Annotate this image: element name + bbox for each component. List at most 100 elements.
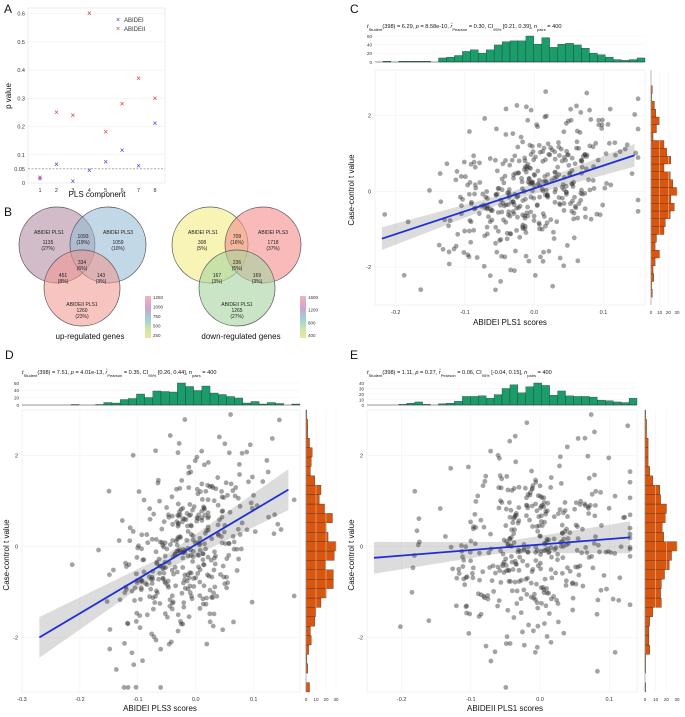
scatter-point bbox=[509, 535, 514, 540]
scatter-point bbox=[472, 511, 478, 517]
scatter-point bbox=[509, 527, 515, 533]
scatter-point bbox=[545, 141, 551, 147]
scatter-point bbox=[278, 527, 284, 532]
scatter-point bbox=[162, 579, 168, 585]
scatter-point bbox=[529, 143, 535, 149]
scatter-point bbox=[484, 189, 490, 194]
scatter-point bbox=[214, 593, 220, 599]
scatter-point bbox=[584, 550, 590, 556]
scatter-point bbox=[436, 242, 442, 248]
scatter-point bbox=[205, 554, 211, 560]
scatter-point bbox=[572, 203, 578, 209]
scatter-point bbox=[530, 149, 536, 155]
scatter-point bbox=[541, 504, 547, 510]
scatter-point bbox=[633, 150, 639, 156]
panel-d-xlabel: ABIDEI PLS3 scores bbox=[123, 704, 197, 713]
scatter-point bbox=[131, 662, 137, 668]
scatter-point bbox=[557, 153, 562, 158]
scatter-point bbox=[163, 580, 168, 586]
scatter-point bbox=[165, 578, 171, 584]
venn-down-b-only-count: 1718 bbox=[267, 240, 278, 246]
scatter-point bbox=[471, 153, 477, 159]
venn-down-label-c: ABIDEII PLS1 bbox=[221, 302, 253, 308]
scatter-point bbox=[560, 182, 566, 187]
scatter-point bbox=[199, 515, 205, 521]
scatter-point bbox=[563, 120, 569, 126]
scatter-point bbox=[515, 144, 521, 150]
scatter-point bbox=[506, 568, 512, 574]
scatter-point bbox=[185, 553, 191, 559]
scatter-point bbox=[180, 621, 186, 627]
top-hist-bar bbox=[509, 40, 519, 63]
scatter-point bbox=[154, 590, 160, 596]
scatter-point bbox=[563, 582, 569, 588]
scatter-point bbox=[622, 146, 628, 152]
scatter-point bbox=[205, 572, 210, 578]
scatter-point bbox=[134, 555, 140, 560]
scatter-point bbox=[511, 615, 517, 620]
scatter-point bbox=[477, 577, 482, 583]
panel-a-point-abideii: × bbox=[71, 111, 76, 120]
scatter-point bbox=[525, 117, 531, 123]
scatter-point bbox=[525, 492, 531, 497]
scatter-point bbox=[124, 587, 129, 592]
scatter-point bbox=[212, 549, 217, 555]
venn-up-ab-pct: (19%) bbox=[76, 240, 90, 246]
scatter-point bbox=[491, 589, 497, 594]
scatter-point bbox=[513, 561, 519, 567]
scatter-point bbox=[485, 195, 490, 201]
scatter-point bbox=[546, 151, 552, 157]
scatter-point bbox=[524, 164, 530, 169]
scatter-point bbox=[453, 243, 459, 249]
scatter-point bbox=[182, 417, 188, 422]
side-hist-bar bbox=[305, 663, 308, 674]
scatter-point bbox=[446, 261, 452, 267]
scatter-point bbox=[559, 184, 565, 190]
scatter-point bbox=[513, 171, 518, 176]
scatter-point bbox=[535, 493, 541, 499]
scatter-point bbox=[535, 168, 541, 174]
scatter-point bbox=[534, 524, 540, 529]
venn-down-ab-pct: (16%) bbox=[230, 240, 244, 246]
scatter-point bbox=[514, 205, 519, 211]
scatter-point bbox=[113, 667, 119, 672]
venn-legend-tick: 250 bbox=[153, 333, 161, 338]
scatter-point bbox=[508, 507, 514, 513]
scatter-point bbox=[525, 162, 531, 167]
scatter-point bbox=[185, 586, 191, 592]
scatter-point bbox=[499, 187, 505, 193]
scatter-point bbox=[493, 192, 499, 198]
scatter-point bbox=[496, 485, 502, 491]
scatter-point bbox=[518, 577, 524, 583]
side-hist-bar bbox=[644, 644, 650, 655]
scatter-point bbox=[534, 581, 539, 587]
scatter-point bbox=[202, 506, 207, 512]
scatter-point bbox=[507, 231, 513, 236]
scatter-point bbox=[526, 258, 532, 264]
xtick-label: 0.1 bbox=[600, 310, 608, 316]
scatter-point bbox=[495, 452, 501, 458]
scatter-point bbox=[440, 246, 446, 252]
scatter-point bbox=[545, 192, 550, 197]
top-hist-bar bbox=[493, 44, 503, 63]
scatter-point bbox=[485, 593, 491, 598]
panel-a-xtick: 8 bbox=[153, 188, 156, 194]
xtick-label: -0.2 bbox=[397, 697, 406, 703]
scatter-point bbox=[169, 593, 175, 599]
scatter-point bbox=[215, 502, 221, 508]
scatter-point bbox=[587, 502, 593, 508]
scatter-point bbox=[153, 537, 159, 542]
scatter-point bbox=[220, 563, 226, 569]
scatter-point bbox=[467, 218, 473, 223]
scatter-point bbox=[454, 575, 460, 581]
scatter-point bbox=[202, 512, 208, 518]
scatter-point bbox=[228, 412, 233, 417]
side-hist-bar bbox=[644, 626, 650, 636]
scatter-point bbox=[535, 563, 541, 569]
side-hist-tick: 10 bbox=[653, 697, 659, 702]
scatter-point bbox=[524, 503, 530, 509]
scatter-point bbox=[518, 610, 524, 616]
scatter-point bbox=[523, 196, 528, 202]
xtick-label: -0.3 bbox=[17, 697, 26, 703]
scatter-point bbox=[559, 522, 565, 528]
